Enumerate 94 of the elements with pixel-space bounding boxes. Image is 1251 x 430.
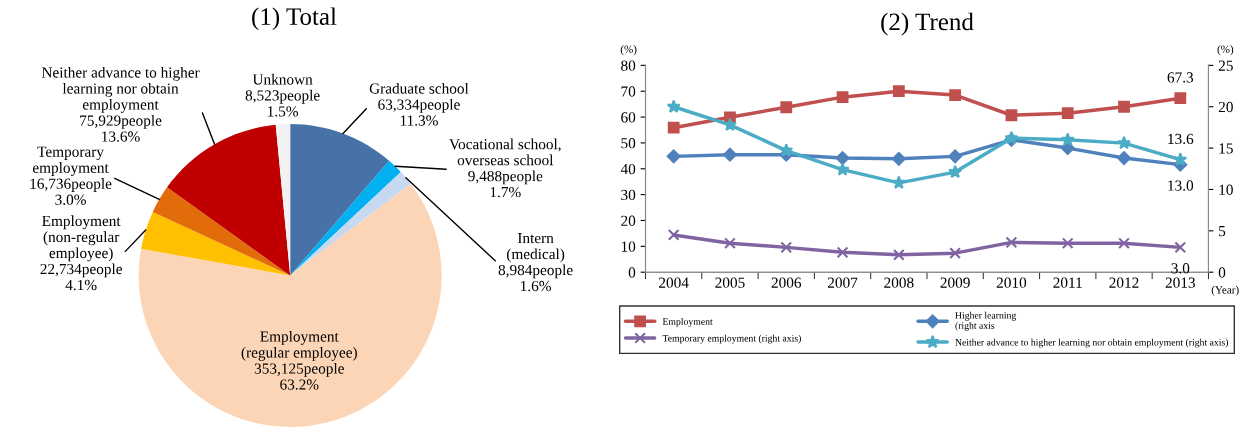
data-label: 3.0: [1171, 263, 1190, 274]
x-tick-label: 2008: [884, 277, 914, 288]
point: [1173, 152, 1188, 166]
y-tick-label: 40: [620, 163, 636, 175]
point: [892, 85, 905, 98]
y-tick-label: 10: [621, 241, 636, 252]
point: [1118, 100, 1130, 113]
y-tick-label: 20: [621, 215, 636, 226]
slice-label: Graduate school: [369, 82, 469, 94]
pie-slice: [167, 124, 291, 276]
y2-tick-label: 0: [1218, 267, 1226, 278]
pie-slice: [290, 172, 411, 276]
point: [780, 241, 793, 254]
x-tick-label: 2009: [940, 277, 970, 288]
point: [835, 162, 850, 176]
x-tick-label: 2004: [659, 277, 689, 288]
point: [1118, 237, 1130, 250]
point: [1005, 109, 1018, 122]
data-label: 63,334people 11.3%: [378, 98, 460, 126]
point: [949, 89, 962, 101]
legend-label: Temporary employment (right axis): [662, 334, 801, 344]
slice-label: Employment (non-regular employee): [42, 215, 121, 262]
point: [836, 91, 849, 104]
slice-label: Vocational school, overseas school: [449, 138, 561, 166]
point: [948, 149, 963, 164]
point: [949, 247, 962, 260]
slice-label: Employment (regular employee): [241, 330, 357, 361]
point: [779, 143, 794, 157]
point: [1060, 132, 1075, 146]
x-tick-label: 2013: [1165, 277, 1195, 288]
data-label: 67.3: [1167, 72, 1194, 83]
y2-tick-label: 20: [1218, 101, 1233, 113]
y-tick-label: 60: [621, 112, 636, 123]
x-tick-label: 2012: [1109, 277, 1139, 288]
chart-title: (1) Total: [252, 7, 337, 31]
pie-slice: [290, 124, 390, 276]
pie-slice: [152, 187, 291, 276]
point: [948, 164, 963, 179]
legend-label: Neither advance to higher learning nor obtain employment (right axis): [955, 338, 1229, 348]
point: [1174, 241, 1187, 254]
chart-title: (2) Trend: [881, 12, 974, 36]
x-tick-label: 2007: [827, 277, 858, 288]
y2-tick-label: 25: [1218, 60, 1233, 71]
point: [835, 151, 850, 165]
x-tick-label: 2011: [1053, 277, 1082, 288]
y2-tick-label: 15: [1219, 143, 1233, 154]
y-tick-label: 50: [621, 138, 636, 149]
point: [666, 149, 681, 164]
point: [722, 117, 737, 132]
slice-label: Temporary employment: [32, 146, 109, 176]
point: [1061, 237, 1074, 250]
point: [1117, 135, 1132, 150]
point: [667, 229, 680, 241]
point: [724, 237, 736, 250]
point: [1061, 107, 1074, 120]
pie-slice: [141, 211, 291, 276]
legend-label: Employment: [662, 317, 713, 327]
slice-label: Intern (medical): [507, 233, 565, 263]
y2-tick-label: 10: [1219, 184, 1233, 195]
y-axis-title: (%): [620, 45, 637, 56]
x-axis-title: (Year): [1211, 285, 1239, 296]
x-tick-label: 2010: [996, 277, 1027, 288]
y-tick-label: 0: [628, 267, 636, 278]
data-label: 8,984people 1.6%: [498, 264, 573, 292]
point: [723, 147, 737, 162]
y-tick-label: 80: [621, 60, 636, 71]
point: [892, 248, 905, 261]
legend-label: Higher learning (right axis: [955, 311, 1017, 331]
data-label: 353,125people 63.2%: [254, 362, 344, 390]
data-label: 75,929people 13.6%: [80, 114, 162, 142]
data-label: 13.6: [1168, 133, 1194, 145]
y2-tick-label: 5: [1219, 226, 1226, 237]
data-label: 13.0: [1168, 180, 1194, 191]
point: [891, 151, 906, 166]
data-label: 8,523people 1.5%: [245, 89, 320, 117]
point: [836, 246, 849, 259]
x-tick-label: 2005: [715, 277, 745, 288]
slice-label: Neither advance to higher learning nor obtain employment: [41, 66, 200, 113]
point: [891, 175, 906, 189]
y-tick-label: 70: [621, 86, 636, 97]
y-tick-label: 30: [621, 189, 636, 201]
slice-label: Unknown: [252, 73, 313, 85]
data-label: 22,734people 4.1%: [40, 263, 122, 291]
point: [780, 101, 793, 114]
y2-axis-title: (%): [1217, 45, 1234, 56]
point: [1117, 151, 1131, 165]
x-tick-label: 2006: [771, 277, 802, 288]
point: [667, 121, 680, 134]
point: [1174, 92, 1187, 105]
point: [1005, 236, 1018, 249]
data-label: 16,736people 3.0%: [30, 178, 112, 205]
data-label: 9,488people 1.7%: [468, 170, 543, 198]
point: [666, 99, 681, 113]
pie-slice: [138, 183, 442, 427]
